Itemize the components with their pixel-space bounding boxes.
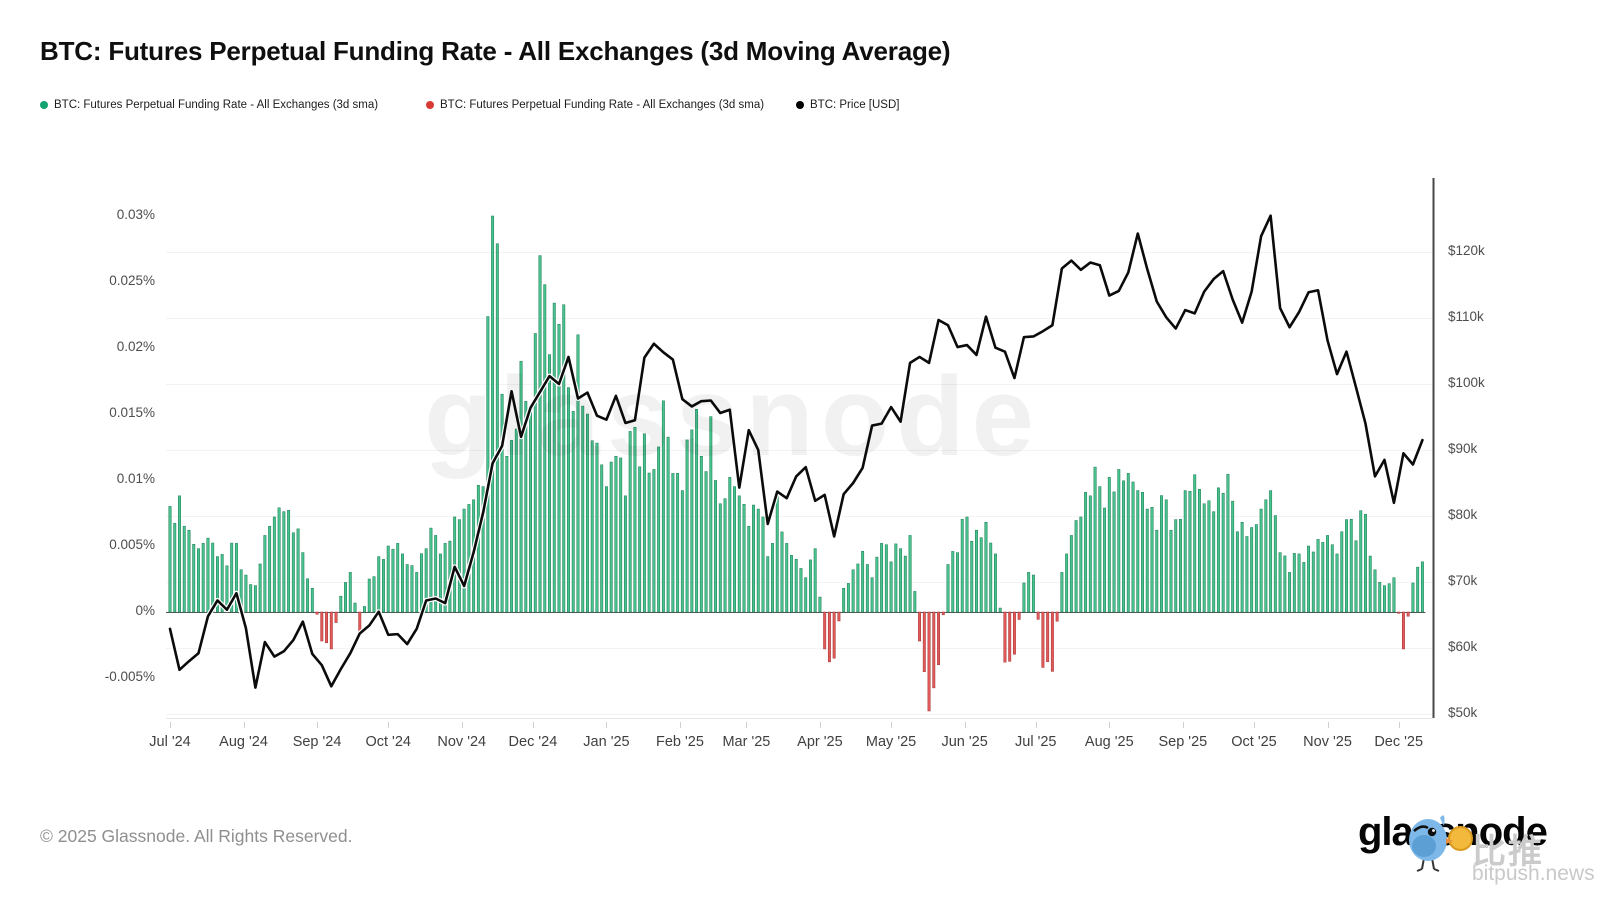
left-axis-tick-label: 0.005% bbox=[109, 537, 155, 552]
copyright-text: © 2025 Glassnode. All Rights Reserved. bbox=[40, 826, 353, 846]
x-axis-month-label: Jul '24 bbox=[149, 734, 191, 750]
x-axis-month-label: May '25 bbox=[865, 734, 917, 750]
x-axis-month-label: Jul '25 bbox=[1015, 734, 1057, 750]
x-axis-month-label: Jan '25 bbox=[583, 734, 630, 750]
left-axis-tick-label: 0.01% bbox=[116, 471, 155, 486]
glassnode-bird-icon bbox=[1409, 815, 1453, 872]
bitpush-watermark-en: bitpush.news bbox=[1472, 862, 1595, 885]
left-axis-tick-label: 0% bbox=[135, 603, 155, 618]
left-axis-tick-label: 0.015% bbox=[109, 405, 155, 420]
right-axis-tick-label: $50k bbox=[1448, 705, 1478, 720]
left-axis-tick-label: 0.03% bbox=[116, 207, 155, 222]
x-axis-month-label: Nov '24 bbox=[437, 734, 487, 750]
x-axis-month-label: Sep '25 bbox=[1158, 734, 1208, 750]
right-axis-tick-label: $110k bbox=[1448, 309, 1484, 324]
coin-icon bbox=[1448, 826, 1473, 851]
right-axis-tick-label: $100k bbox=[1448, 375, 1485, 390]
right-axis-tick-label: $120k bbox=[1448, 243, 1485, 258]
glassnode-center-watermark: glassnode bbox=[424, 354, 1041, 479]
bitpush-watermark-cn: 比推 bbox=[1472, 833, 1544, 871]
x-axis-month-label: Dec '25 bbox=[1374, 734, 1424, 750]
left-axis-tick-label: 0.02% bbox=[116, 339, 155, 354]
right-axis-tick-label: $90k bbox=[1448, 441, 1478, 456]
x-axis-month-label: Aug '25 bbox=[1084, 734, 1134, 750]
x-axis-month-label: Aug '24 bbox=[219, 734, 268, 750]
x-axis-month-label: Dec '24 bbox=[508, 734, 558, 750]
x-axis-month-label: Oct '24 bbox=[365, 734, 411, 750]
x-axis-month-label: Feb '25 bbox=[656, 734, 704, 750]
glassnode-logo: glassnode 比推 bitpush.news bbox=[1350, 800, 1595, 892]
right-axis-tick-label: $70k bbox=[1448, 573, 1478, 588]
x-axis-month-label: Oct '25 bbox=[1231, 734, 1277, 750]
right-axis-tick-label: $80k bbox=[1448, 507, 1478, 522]
left-axis-tick-label: 0.025% bbox=[109, 273, 155, 288]
x-axis-month-label: Mar '25 bbox=[722, 734, 771, 750]
x-axis-month-label: Sep '24 bbox=[292, 734, 342, 750]
right-axis-tick-label: $60k bbox=[1448, 639, 1478, 654]
x-axis-month-label: Jun '25 bbox=[941, 734, 988, 750]
x-axis-month-label: Apr '25 bbox=[797, 734, 843, 750]
x-axis-month-label: Nov '25 bbox=[1303, 734, 1352, 750]
left-axis-tick-label: -0.005% bbox=[104, 669, 155, 684]
